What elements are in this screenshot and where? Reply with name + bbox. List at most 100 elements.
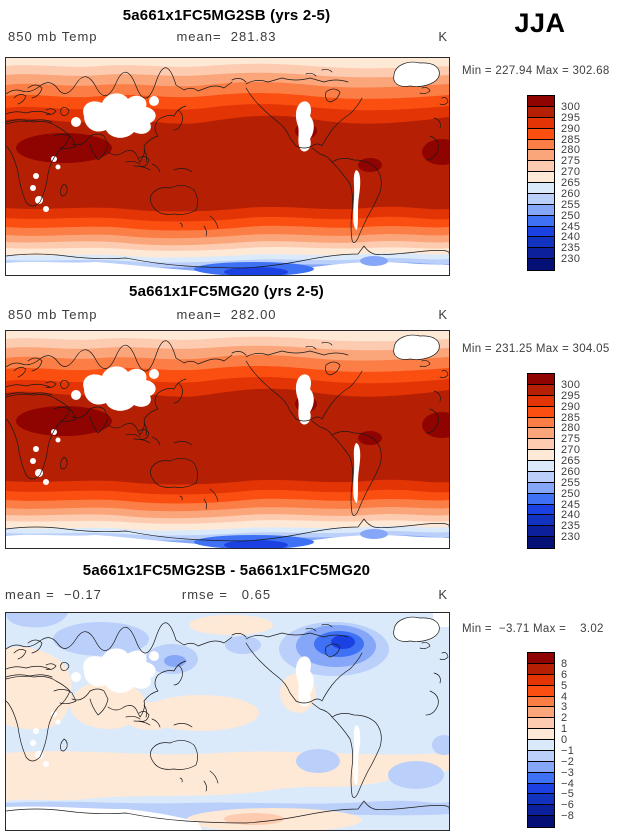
colorbar-segment [528,395,554,407]
colorbar-tick-label: 245 [561,220,581,233]
colorbar-segment [528,96,554,107]
colorbar-tick-label: 275 [561,433,581,446]
colorbar-segment [528,117,554,129]
colorbar-tick-label: 230 [561,253,581,266]
colorbar-segment [528,537,554,548]
colorbar-tick-label: 280 [561,144,581,157]
colorbar-segment [528,226,554,238]
panel3-rmse-label: rmse = 0.65 [181,587,272,602]
colorbar-segment [528,259,554,270]
panel3-title: 5a661x1FC5MG2SB - 5a661x1FC5MG20 [82,562,371,579]
colorbar-tick-label: −4 [561,777,575,790]
panel1-map-canvas [6,58,449,275]
colorbar-tick-label: 0 [561,734,568,746]
panel2-map-canvas [6,331,449,548]
colorbar-tick-label: −5 [561,788,575,801]
colorbar-segment [528,161,554,173]
colorbar-segment [528,526,554,538]
panel2-unit-label: K [438,307,448,322]
colorbar-tick-label: 280 [561,422,581,435]
colorbar-tick-label: 260 [561,187,581,200]
colorbar-tick-label: −6 [561,799,575,812]
colorbar-segment [528,428,554,440]
colorbar-segment [528,204,554,216]
colorbar-segment [528,515,554,527]
colorbar-tick-label: −8 [561,810,575,823]
colorbar-tick-label: 285 [561,133,581,146]
season-label: JJA [514,8,566,38]
colorbar-segment [528,384,554,396]
colorbar-segment [528,450,554,461]
colorbar-tick-label: 270 [561,166,581,179]
colorbar-segment [528,150,554,162]
colorbar-segment [528,248,554,260]
colorbar-segment [528,674,554,686]
colorbar-tick-label: 275 [561,155,581,168]
panel3-colorbar: 8 6 5 4 3 2 1 0 −1 −2 −3 −4 −5 −6 −8 [527,652,574,828]
colorbar-tick-label: 260 [561,465,581,478]
colorbar-segment [528,805,554,817]
colorbar-segment [528,761,554,773]
colorbar-segment [528,406,554,418]
panel2-title: 5a661x1FC5MG20 (yrs 2-5) [129,283,324,300]
colorbar-segment [528,172,554,183]
colorbar-tick-label: 300 [561,100,581,113]
panel3-minmax: Min = −3.71 Max = 3.02 [462,623,604,635]
colorbar-segment [528,794,554,806]
colorbar-tick-label: 255 [561,198,581,211]
colorbar-tick-label: 240 [561,231,581,244]
colorbar-tick-label: 5 [561,679,568,692]
colorbar-tick-label: −2 [561,755,575,768]
colorbar-tick-label: 290 [561,400,581,413]
colorbar-tick-label: 285 [561,411,581,424]
colorbar-segment [528,783,554,795]
colorbar-segment [528,439,554,451]
colorbar-segment [528,740,554,751]
panel2-map [5,330,450,549]
panel3-map-canvas [6,613,449,830]
colorbar-tick-label: 240 [561,509,581,522]
colorbar-segment [528,707,554,719]
colorbar-segment [528,685,554,697]
colorbar-segment [528,374,554,385]
colorbar-tick-label: 6 [561,668,568,681]
colorbar-segment [528,128,554,140]
colorbar-tick-label: 255 [561,476,581,489]
colorbar-tick-label: −3 [561,766,575,779]
colorbar-tick-label: 8 [561,657,568,670]
panel1-unit-label: K [438,29,448,44]
colorbar-tick-label: 235 [561,242,581,255]
panel1-mean-label: mean= 281.83 [176,29,277,44]
colorbar-tick-label: 290 [561,122,581,135]
colorbar-segment [528,183,554,194]
colorbar-segment [528,193,554,205]
panel3-map [5,612,450,831]
colorbar-segment [528,417,554,429]
colorbar-tick-label: 270 [561,444,581,457]
colorbar-segment [528,663,554,675]
panel1-minmax: Min = 227.94 Max = 302.68 [462,65,610,77]
panel1-variable-label: 850 mb Temp [8,29,98,44]
colorbar-segment [528,237,554,249]
colorbar-tick-label: 295 [561,389,581,402]
colorbar-segment [528,215,554,227]
colorbar-segment [528,493,554,505]
panel2-mean-label: mean= 282.00 [176,307,277,322]
panel2-minmax: Min = 231.25 Max = 304.05 [462,343,610,355]
colorbar-tick-label: 265 [561,177,581,189]
colorbar-segment [528,106,554,118]
colorbar-tick-label: 300 [561,378,581,391]
colorbar-tick-label: 235 [561,520,581,533]
colorbar-tick-label: 2 [561,712,568,725]
colorbar-segment [528,816,554,827]
colorbar-tick-label: 3 [561,701,568,714]
colorbar-segment [528,471,554,483]
panel3-mean-label: mean = −0.17 [5,587,102,602]
panel3-unit-label: K [438,587,448,602]
colorbar-tick-label: 4 [561,690,568,703]
panel2-variable-label: 850 mb Temp [8,307,98,322]
colorbar-tick-label: −1 [561,744,575,757]
colorbar-segment [528,482,554,494]
colorbar-segment [528,750,554,762]
